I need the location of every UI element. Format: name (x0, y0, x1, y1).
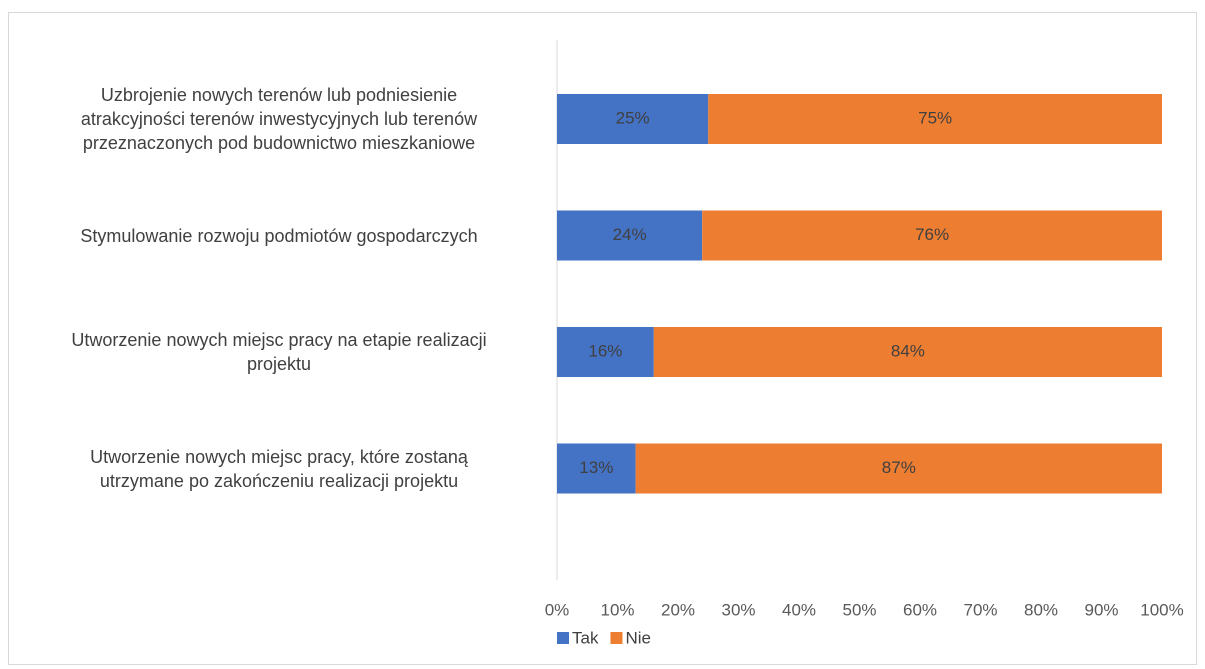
data-label: 24% (613, 225, 647, 244)
chart-border (8, 12, 1197, 665)
data-label: 13% (579, 458, 613, 477)
x-tick-label: 50% (842, 600, 876, 619)
category-label: Stymulowanie rozwoju podmiotów gospodarc… (80, 225, 478, 246)
bar-segment (635, 443, 1162, 494)
x-tick-label: 80% (1024, 600, 1058, 619)
legend-label: Nie (625, 628, 651, 647)
bar-segment (557, 94, 709, 144)
x-tick-label: 100% (1140, 600, 1183, 619)
x-tick-label: 10% (600, 600, 634, 619)
legend-swatch (610, 632, 623, 644)
x-tick-label: 90% (1084, 600, 1118, 619)
data-label: 84% (891, 341, 925, 360)
data-label: 75% (918, 108, 952, 127)
bar-segment (653, 327, 1162, 377)
x-tick-label: 0% (545, 600, 570, 619)
data-label: 25% (616, 108, 650, 127)
x-tick-label: 30% (721, 600, 755, 619)
x-tick-label: 60% (903, 600, 937, 619)
bar-segment (702, 210, 1162, 261)
bar-segment (557, 210, 703, 261)
bar-segment (557, 443, 636, 494)
data-label: 76% (915, 225, 949, 244)
data-label: 16% (588, 341, 622, 360)
legend-swatch (557, 632, 569, 644)
bar-segment (557, 327, 654, 377)
x-tick-label: 20% (661, 600, 695, 619)
category-label: Utworzenie nowych miejsc pracy na etapie… (71, 330, 487, 374)
data-label: 87% (882, 458, 916, 477)
category-label: Utworzenie nowych miejsc pracy, które zo… (90, 446, 468, 491)
x-tick-label: 70% (963, 600, 997, 619)
x-tick-label: 40% (782, 600, 816, 619)
bar-segment (708, 94, 1162, 144)
category-label: Uzbrojenie nowych terenów lub podniesien… (80, 85, 478, 153)
legend-label: Tak (572, 628, 599, 647)
